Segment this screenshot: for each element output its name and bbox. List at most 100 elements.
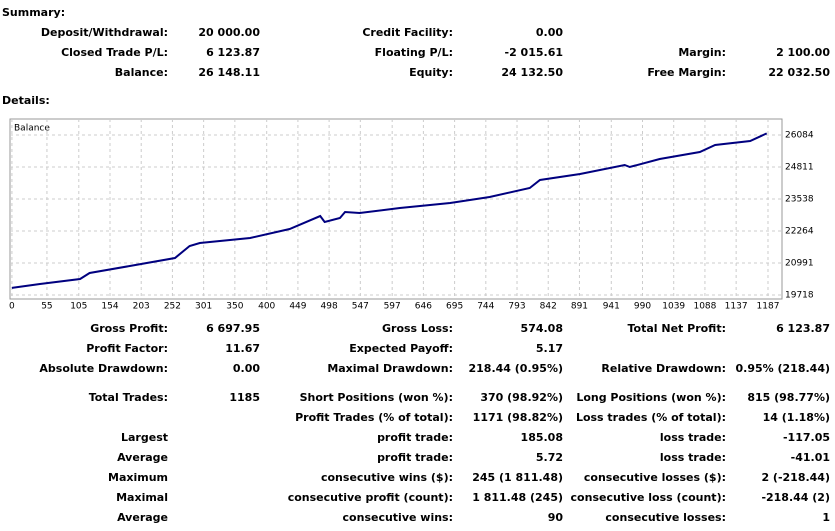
label: Expected Payoff: (349, 342, 453, 355)
value: 0.00 (233, 362, 260, 375)
x-tick-label: 400 (258, 302, 275, 312)
y-tick-label: 24811 (785, 162, 814, 172)
label: Free Margin: (647, 66, 726, 79)
value: -218.44 (2) (761, 491, 830, 504)
y-tick-label: 20991 (785, 259, 814, 269)
label: Absolute Drawdown: (39, 362, 168, 375)
label: Closed Trade P/L: (61, 46, 168, 59)
x-tick-label: 744 (477, 302, 494, 312)
label: Deposit/Withdrawal: (41, 26, 168, 39)
label: Margin: (678, 46, 726, 59)
x-tick-label: 547 (352, 302, 369, 312)
x-tick-label: 350 (226, 302, 243, 312)
label: Maximal Drawdown: (327, 362, 453, 375)
y-tick-label: 19718 (785, 291, 814, 301)
label: profit trade: (377, 431, 453, 444)
label: Loss trades (% of total): (576, 411, 726, 424)
x-tick-label: 105 (70, 302, 87, 312)
label: Equity: (409, 66, 453, 79)
value: 574.08 (521, 322, 563, 335)
label: Long Positions (won %): (576, 391, 726, 404)
label: loss trade: (660, 451, 726, 464)
value: 6 123.87 (776, 322, 830, 335)
value: 20 000.00 (198, 26, 260, 39)
x-tick-label: 55 (41, 302, 52, 312)
label: Maximal (116, 491, 168, 504)
value: 90 (548, 511, 564, 524)
value: 22 032.50 (768, 66, 830, 79)
label: Total Trades: (89, 391, 168, 404)
value: 0.00 (536, 26, 563, 39)
value: 1 (822, 511, 830, 524)
summary-title: Summary: (2, 6, 65, 19)
x-tick-label: 301 (195, 302, 212, 312)
value: 11.67 (225, 342, 260, 355)
x-tick-label: 498 (321, 302, 338, 312)
value: 815 (98.77%) (747, 391, 830, 404)
label: Profit Factor: (86, 342, 168, 355)
y-tick-label: 23538 (785, 194, 814, 204)
x-tick-label: 1187 (757, 302, 780, 312)
value: 0.95% (218.44) (736, 362, 831, 375)
label: Gross Loss: (382, 322, 453, 335)
label: Gross Profit: (90, 322, 168, 335)
label: Balance: (115, 66, 168, 79)
details-title: Details: (2, 94, 50, 107)
value: 2 100.00 (776, 46, 830, 59)
value: 6 123.87 (206, 46, 260, 59)
x-tick-label: 0 (9, 302, 15, 312)
label: consecutive wins ($): (321, 471, 453, 484)
label: Maximum (108, 471, 168, 484)
label: Short Positions (won %): (300, 391, 453, 404)
x-tick-label: 941 (603, 302, 620, 312)
value: 5.17 (536, 342, 563, 355)
label: Credit Facility: (362, 26, 453, 39)
value: 1185 (229, 391, 260, 404)
value: -117.05 (783, 431, 830, 444)
label: Floating P/L: (375, 46, 453, 59)
label: Average (117, 451, 168, 464)
label: Relative Drawdown: (601, 362, 726, 375)
value: 370 (98.92%) (480, 391, 563, 404)
label: consecutive loss (count): (571, 491, 726, 504)
value: 185.08 (521, 431, 563, 444)
label: consecutive wins: (343, 511, 453, 524)
y-tick-label: 22264 (785, 227, 814, 237)
value: 245 (1 811.48) (472, 471, 563, 484)
label: Profit Trades (% of total): (295, 411, 453, 424)
x-tick-label: 891 (571, 302, 588, 312)
label: Average (117, 511, 168, 524)
label: consecutive profit (count): (288, 491, 453, 504)
label: loss trade: (660, 431, 726, 444)
x-tick-label: 842 (540, 302, 557, 312)
x-tick-label: 990 (634, 302, 651, 312)
x-tick-label: 793 (508, 302, 525, 312)
value: 6 697.95 (206, 322, 260, 335)
x-tick-label: 203 (133, 302, 150, 312)
value: 1171 (98.82%) (473, 411, 563, 424)
x-tick-label: 154 (101, 302, 118, 312)
value: 26 148.11 (198, 66, 260, 79)
label: Largest (121, 431, 168, 444)
value: 5.72 (536, 451, 563, 464)
x-tick-label: 597 (384, 302, 401, 312)
value: 1 811.48 (245) (472, 491, 563, 504)
label: profit trade: (377, 451, 453, 464)
label: consecutive losses: (605, 511, 726, 524)
x-tick-label: 1137 (725, 302, 748, 312)
value: -41.01 (791, 451, 830, 464)
x-tick-label: 449 (289, 302, 306, 312)
x-tick-label: 695 (446, 302, 463, 312)
label: Total Net Profit: (628, 322, 727, 335)
value: 14 (1.18%) (763, 411, 830, 424)
x-tick-label: 646 (415, 302, 432, 312)
y-tick-label: 26084 (785, 130, 814, 140)
value: 218.44 (0.95%) (469, 362, 564, 375)
x-tick-label: 1088 (693, 302, 716, 312)
x-tick-label: 1039 (662, 302, 685, 312)
x-tick-label: 252 (164, 302, 181, 312)
value: 2 (-218.44) (761, 471, 830, 484)
value: 24 132.50 (501, 66, 563, 79)
